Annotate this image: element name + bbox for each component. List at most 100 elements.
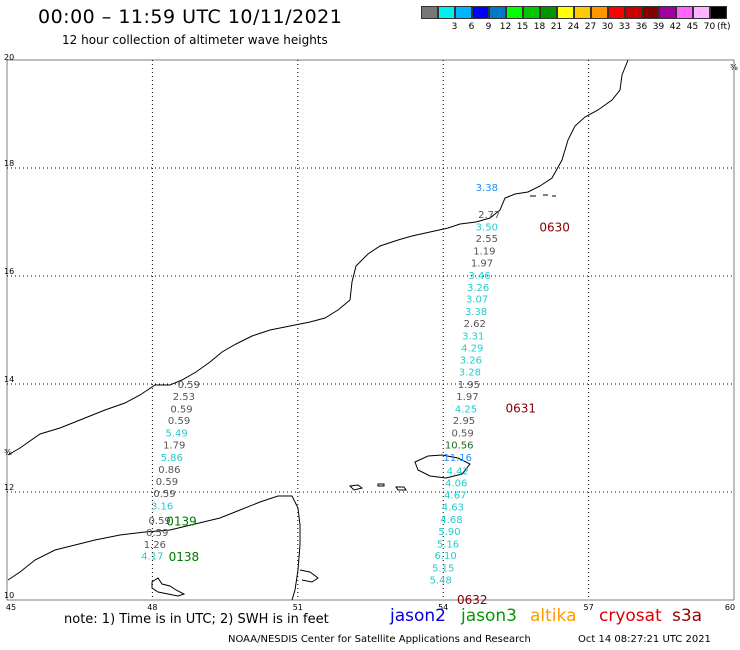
wave-height-label: 4.63	[442, 503, 464, 514]
kuria-muria-islands	[530, 194, 556, 197]
legend-swatch	[523, 6, 540, 19]
wave-height-label: 0.59	[156, 477, 178, 488]
wave-height-label: 11.16	[443, 453, 472, 464]
legend-swatch	[710, 6, 727, 19]
wave-height-label: 2.53	[173, 392, 195, 403]
wave-height-label: 5.90	[438, 527, 460, 538]
wave-height-label: 1.19	[473, 247, 495, 258]
coastline	[7, 59, 629, 601]
wave-height-label: 0.86	[158, 465, 180, 476]
latitude-tick-label: 18	[4, 159, 14, 168]
legend-label: 45	[686, 22, 699, 32]
edge-label: ⅜	[4, 448, 12, 457]
wave-height-label: 1.95	[458, 380, 480, 391]
archipelago-south	[151, 577, 186, 597]
legend-label: 36	[635, 22, 648, 32]
legend-label: 15	[516, 22, 529, 32]
latitude-tick-label: 16	[4, 267, 14, 276]
wave-height-label: 0.59	[149, 516, 171, 527]
pass-time-label: 0632	[457, 593, 488, 607]
legend-label: 6	[468, 22, 475, 32]
arabian-coast	[7, 59, 629, 456]
legend-label: 3	[451, 22, 458, 32]
latitude-tick-label: 12	[4, 483, 14, 492]
wave-height-label: 0.59	[170, 404, 192, 415]
somali-coast	[7, 495, 301, 601]
legend-swatch	[557, 6, 574, 19]
footnote: note: 1) Time is in UTC; 2) SWH is in fe…	[64, 612, 329, 627]
wave-height-label: 4.29	[461, 343, 483, 354]
wave-height-label: 3.38	[476, 183, 498, 194]
wave-height-label: 1.26	[144, 540, 166, 551]
wave-height-label: 2.55	[476, 234, 498, 245]
wave-height-label: 1.97	[456, 392, 478, 403]
wave-height-label: 4.17	[141, 552, 163, 563]
legend-label: 9	[485, 22, 492, 32]
legend-swatch	[489, 6, 506, 19]
wave-height-label: 0.59	[153, 489, 175, 500]
satellite-name-altika: altika	[530, 606, 577, 626]
wave-height-label: 4.68	[440, 515, 462, 526]
longitude-tick-label: 48	[147, 603, 157, 612]
small-island-1	[348, 484, 364, 491]
legend-label: 12	[499, 22, 512, 32]
wave-height-label: 3.46	[468, 271, 490, 282]
wave-height-label: 5.48	[430, 575, 452, 586]
somali-coast-bump	[299, 569, 319, 583]
time-markers: 0630 0631 0632 0139 0138	[166, 220, 570, 607]
latitude-tick-label: 10	[4, 591, 14, 600]
small-island-3	[377, 483, 385, 487]
legend-swatch	[625, 6, 642, 19]
longitude-tick-label: 60	[725, 603, 735, 612]
pass-time-label: 0138	[169, 550, 200, 564]
wave-height-label: 10.56	[445, 440, 474, 451]
satellite-name-s3a: s3a	[672, 606, 703, 626]
legend-label: 30	[601, 22, 614, 32]
small-island-2	[395, 486, 407, 491]
wave-height-label: 6.10	[434, 551, 456, 562]
latitude-tick-label: 20	[4, 53, 14, 62]
legend-swatch	[659, 6, 676, 19]
legend-swatch	[608, 6, 625, 19]
legend-swatch	[472, 6, 489, 19]
wave-height-label: 3.28	[459, 368, 481, 379]
map-frame	[6, 59, 735, 601]
socotra-island	[414, 454, 471, 479]
pass-time-label: 0630	[539, 220, 570, 234]
pass-time-label: 0631	[505, 401, 536, 415]
longitude-tick-label: 54	[438, 603, 448, 612]
satellite-name-cryosat: cryosat	[599, 606, 662, 626]
wave-height-label: 2.62	[464, 319, 486, 330]
legend-swatch	[421, 6, 438, 19]
satellite-name-jason3: jason3	[461, 606, 517, 626]
wave-height-label: 5.16	[437, 539, 459, 550]
wave-height-label: 3.50	[476, 222, 498, 233]
observation-labels: 3.382.773.502.551.191.973.463.263.073.38…	[141, 183, 500, 587]
wave-height-label: 1.97	[471, 259, 493, 270]
legend-swatch	[591, 6, 608, 19]
credit-line: NOAA/NESDIS Center for Satellite Applica…	[228, 634, 531, 645]
longitude-tick-label: 51	[293, 603, 303, 612]
wave-height-label: 3.26	[467, 283, 489, 294]
wave-height-label: 0.59	[168, 416, 190, 427]
legend-label: 70	[703, 22, 716, 32]
edge-label: ⅜	[730, 63, 738, 72]
legend-swatch	[693, 6, 710, 19]
wave-height-label: 5.49	[166, 429, 188, 440]
legend-label: 24	[567, 22, 580, 32]
longitude-tick-label: 45	[6, 603, 16, 612]
wave-height-label: 0.59	[451, 429, 473, 440]
legend-swatch	[574, 6, 591, 19]
legend-label: 18	[533, 22, 546, 32]
legend-swatch	[506, 6, 523, 19]
wave-height-label: 1.79	[163, 440, 185, 451]
page-subtitle: 12 hour collection of altimeter wave hei…	[62, 33, 328, 47]
wave-height-label: 3.07	[466, 295, 488, 306]
generated-timestamp: Oct 14 08:27:21 UTC 2021	[578, 634, 711, 645]
wave-height-label: 2.95	[453, 416, 475, 427]
satellite-name-jason2: jason2	[390, 606, 446, 626]
wave-height-label: 3.38	[465, 307, 487, 318]
longitude-tick-label: 57	[584, 603, 594, 612]
legend-label: 21	[550, 22, 563, 32]
